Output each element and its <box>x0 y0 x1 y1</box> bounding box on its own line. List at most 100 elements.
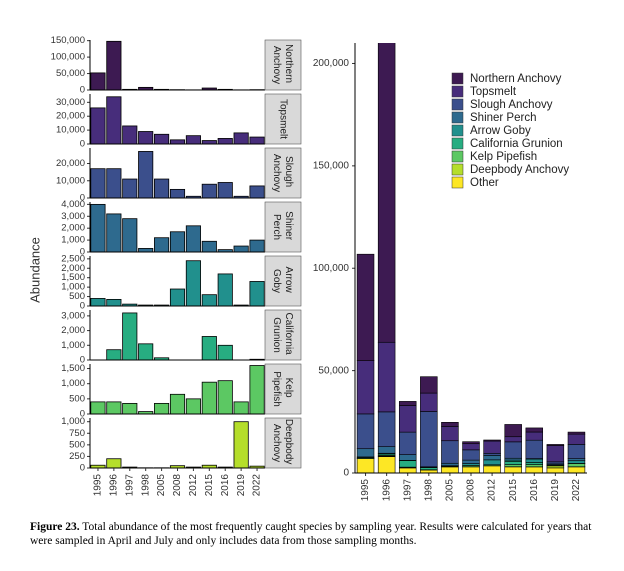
stacked-segment <box>356 448 375 458</box>
x-tick-label: 2019 <box>550 479 561 502</box>
bar <box>201 336 217 361</box>
stacked-segment <box>398 431 417 455</box>
legend-label: Arrow Goby <box>470 125 531 137</box>
bar <box>138 248 154 253</box>
y-tick-label: 1,000 <box>61 235 85 246</box>
bar <box>185 225 201 253</box>
stacked-segment <box>356 458 375 473</box>
bar <box>201 381 217 415</box>
stacked-segment <box>356 253 375 361</box>
bar <box>106 96 122 145</box>
legend-swatch <box>451 137 464 150</box>
stacked-segment <box>567 463 586 468</box>
stacked-segment <box>504 436 522 443</box>
stacked-segment <box>377 43 396 343</box>
facet-label: Kelp Pipefish <box>271 371 294 407</box>
stacked-segment <box>567 444 586 459</box>
stacked-segment <box>525 462 544 465</box>
bar <box>249 239 265 253</box>
y-tick-label: 2,000 <box>61 263 85 274</box>
y-tick-label: 500 <box>69 439 85 450</box>
stacked-segment <box>462 466 480 473</box>
legend-label: Kelp Pipefish <box>470 151 537 163</box>
y-tick-label: 150,000 <box>51 35 85 46</box>
x-tick-label: 2005 <box>156 474 167 497</box>
x-tick-label: 2015 <box>508 479 519 502</box>
legend-label: Shiner Perch <box>470 112 536 124</box>
y-tick-label: 0 <box>80 409 85 420</box>
legend-swatch <box>451 85 464 98</box>
stacked-segment <box>525 464 544 468</box>
y-tick-label: 500 <box>69 291 85 302</box>
bar <box>201 240 217 253</box>
y-tick-label: 100,000 <box>313 263 350 274</box>
bar <box>233 245 249 253</box>
bar <box>122 125 138 145</box>
x-tick-label: 1996 <box>381 479 392 502</box>
legend-swatch <box>451 98 464 111</box>
stacked-segment <box>525 466 544 473</box>
strip <box>264 363 302 415</box>
stacked-segment <box>462 449 480 461</box>
bar <box>90 298 106 307</box>
stacked-segment <box>504 441 522 459</box>
y-tick-label: 1,000 <box>61 282 85 293</box>
y-tick-label: 2,000 <box>61 325 85 336</box>
bar <box>233 401 249 415</box>
y-tick-label: 0 <box>343 468 349 479</box>
x-tick-label: 2012 <box>188 474 199 497</box>
bar <box>106 168 122 199</box>
y-tick-label: 200,000 <box>313 58 350 69</box>
legend-swatch <box>451 124 464 137</box>
legend-swatch <box>451 176 464 189</box>
stacked-segment <box>546 465 565 469</box>
x-tick-label: 2016 <box>529 479 540 502</box>
bar <box>169 288 186 307</box>
y-tick-label: 250 <box>69 451 85 462</box>
bar <box>201 183 217 199</box>
stacked-segment <box>398 401 417 406</box>
y-tick-label: 30,000 <box>56 97 85 108</box>
bar <box>122 402 138 415</box>
stacked-bars <box>356 43 586 473</box>
x-tick-label: 1997 <box>124 474 135 497</box>
y-tick-label: 3,000 <box>61 310 85 321</box>
bar <box>217 273 233 307</box>
strip <box>264 255 302 307</box>
x-tick-label: 1995 <box>360 479 371 502</box>
legend-swatch <box>451 150 464 163</box>
x-tick-label: 1998 <box>423 479 434 502</box>
stacked-segment <box>377 411 396 447</box>
y-tick-label: 150,000 <box>313 160 350 171</box>
stacked-segment <box>462 441 480 445</box>
stacked-segment <box>398 467 417 473</box>
y-tick-label: 1,000 <box>61 340 85 351</box>
stacked-segment <box>398 460 417 468</box>
facet-label: Northern Anchovy <box>271 44 294 86</box>
y-tick-label: 0 <box>80 463 85 474</box>
stacked-segment <box>420 392 438 412</box>
stacked-segment <box>567 431 586 435</box>
stacked-segment <box>441 422 459 427</box>
bar <box>106 298 122 307</box>
legend-swatch <box>451 163 464 176</box>
bar <box>122 178 138 199</box>
y-tick-label: 20,000 <box>56 158 85 169</box>
y-tick-label: 1,500 <box>61 272 85 283</box>
facet-label: California Grunion <box>271 312 294 357</box>
y-tick-label: 750 <box>69 428 85 439</box>
stacked-segment <box>567 466 586 473</box>
legend-label: Deepbody Anchovy <box>470 164 569 176</box>
stacked-segment <box>504 461 522 465</box>
x-tick-label: 1997 <box>402 479 413 502</box>
y-tick-label: 0 <box>80 301 85 312</box>
bar <box>169 139 186 145</box>
stacked-segment <box>398 454 417 461</box>
bar <box>138 151 154 199</box>
bar <box>90 72 106 91</box>
bar <box>217 344 233 361</box>
stacked-segment <box>420 467 438 471</box>
bar <box>169 393 186 415</box>
y-tick-label: 0 <box>80 193 85 204</box>
